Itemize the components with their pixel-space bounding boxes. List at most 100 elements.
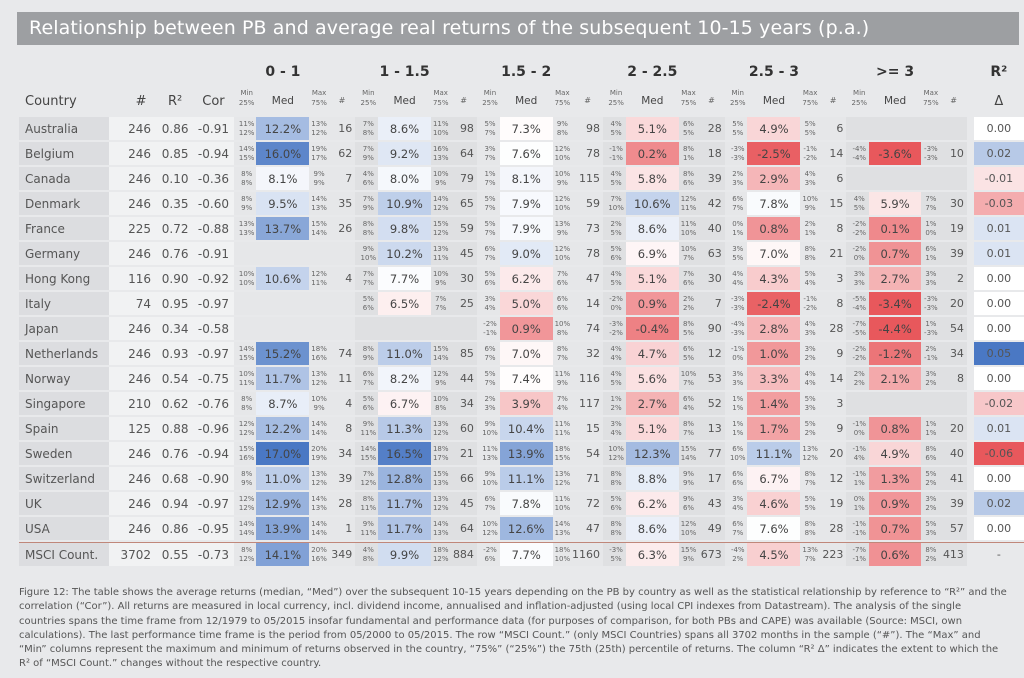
p25-value: 12%	[360, 478, 377, 487]
header-p75: 75%	[802, 99, 818, 107]
p75-value: 8%	[804, 528, 816, 537]
bucket-count	[450, 317, 477, 340]
min-p25-cell: 1% 2%	[606, 392, 626, 415]
max-p75-cell: 5% 5%	[800, 117, 820, 140]
bucket-count: 59	[572, 192, 604, 215]
header-min-p25: Min 25%	[234, 88, 260, 108]
median-cell: 0.2%	[625, 142, 679, 165]
spacer	[967, 242, 974, 265]
max-p75-cell: 13% 7%	[800, 542, 820, 566]
p25-value: 11%	[360, 428, 377, 437]
max-p75-cell	[921, 117, 941, 140]
p75-value: 5%	[682, 128, 695, 137]
min-value: 7%	[362, 119, 374, 128]
max-p75-cell: 10% 7%	[678, 367, 699, 390]
bucket-count: 3	[819, 392, 847, 415]
p25-value: -4%	[852, 303, 867, 312]
months-count: 210	[109, 392, 157, 415]
spacer	[967, 467, 974, 490]
header-max: Max	[802, 89, 818, 97]
months-count: 3702	[109, 542, 157, 566]
min-value: 11%	[238, 119, 255, 128]
p25-value: 1%	[853, 478, 865, 487]
p25-value: 9%	[241, 203, 253, 212]
median-cell: -0.4%	[625, 317, 679, 340]
max-value: 13%	[432, 419, 449, 428]
max-value: 14%	[432, 519, 449, 528]
max-value: 15%	[432, 469, 449, 478]
min-value: 9%	[362, 244, 374, 253]
min-p25-cell: 5% 5%	[728, 117, 748, 140]
bucket-gap	[846, 367, 850, 390]
correlation: -0.92	[193, 267, 234, 290]
max-p75-cell: 1% 1%	[921, 417, 941, 440]
max-value: 6%	[682, 344, 695, 353]
min-value: -3%	[609, 545, 623, 554]
min-value: 9%	[484, 419, 496, 428]
bucket-count: 53	[698, 367, 725, 390]
bucket-gap	[233, 392, 238, 415]
bucket-count: 32	[572, 342, 604, 365]
min-value: 2%	[484, 394, 496, 403]
bucket-gap	[355, 167, 359, 190]
max-value: 8%	[682, 419, 695, 428]
p25-value: 0%	[853, 253, 865, 262]
max-p75-cell: 13% 11%	[431, 242, 451, 265]
p25-value: 5%	[610, 554, 622, 563]
p25-value: 10%	[729, 453, 746, 462]
pb-bucket-header: 2.5 - 3	[748, 64, 799, 80]
min-value: 13%	[238, 219, 255, 228]
max-p75-cell: 1% 0%	[921, 217, 941, 240]
median-cell: 12.8%	[378, 467, 432, 490]
min-p25-cell: 1% 7%	[480, 167, 500, 190]
country-name: Australia	[19, 117, 110, 140]
country-name: Netherlands	[19, 342, 110, 365]
bucket-count: 40	[698, 217, 725, 240]
p75-value: 10%	[432, 128, 449, 137]
min-value: 4%	[362, 545, 374, 554]
max-value: 9%	[682, 494, 695, 503]
figure-caption: Figure 12: The table shows the average r…	[19, 587, 1007, 670]
min-value: 8%	[610, 519, 622, 528]
median-cell: 0.7%	[868, 517, 922, 540]
table-row: UK 246 0.94 -0.97 12% 12% 12.9% 14% 13% 28 8% 11% 11…	[19, 492, 1024, 515]
header-min-p25: Min 25%	[603, 88, 629, 108]
max-value: 15%	[432, 344, 449, 353]
median-cell: 10.4%	[499, 417, 553, 440]
bucket-gap	[233, 442, 238, 465]
min-p25-cell: 8% 9%	[358, 342, 378, 365]
r2-delta: 0.02	[973, 142, 1024, 165]
bucket-count: 54	[572, 442, 604, 465]
country-name: Sweden	[19, 442, 110, 465]
bucket-gap	[724, 142, 729, 165]
correlation: -0.76	[193, 392, 234, 415]
bucket-count: 1160	[572, 542, 604, 566]
min-value: 14%	[238, 344, 255, 353]
max-p75-cell	[309, 317, 329, 340]
min-value: 2%	[853, 369, 865, 378]
bucket-gap	[233, 542, 238, 566]
min-value: 3%	[484, 144, 496, 153]
p25-value: 16%	[238, 453, 255, 462]
bucket-count: 6	[819, 167, 847, 190]
max-value: 8%	[804, 519, 816, 528]
max-value: 1%	[925, 319, 937, 328]
table-row: Netherlands 246 0.93 -0.97 14% 15% 15.2% 18% 16%…	[19, 342, 1024, 365]
bucket-count: 40	[940, 442, 967, 465]
p25-value: 12%	[238, 554, 255, 563]
bucket-count: 14	[819, 142, 847, 165]
spacer	[967, 117, 974, 140]
max-value: 13%	[432, 244, 449, 253]
max-p75-cell: 2% -1%	[921, 342, 941, 365]
p25-value: 12%	[238, 503, 255, 512]
min-p25-cell: 3% 5%	[728, 242, 748, 265]
max-p75-cell: 13% 9%	[552, 217, 573, 240]
header-max-p75: Max 75%	[918, 88, 944, 108]
max-p75-cell: 6% 1%	[921, 242, 941, 265]
median-cell: 9.9%	[378, 542, 432, 566]
max-p75-cell: 10% 8%	[552, 317, 573, 340]
country-name: France	[19, 217, 110, 240]
max-p75-cell: 9% 8%	[552, 117, 573, 140]
max-p75-cell: 11% 10%	[431, 117, 451, 140]
median-cell: 10.6%	[256, 267, 310, 290]
